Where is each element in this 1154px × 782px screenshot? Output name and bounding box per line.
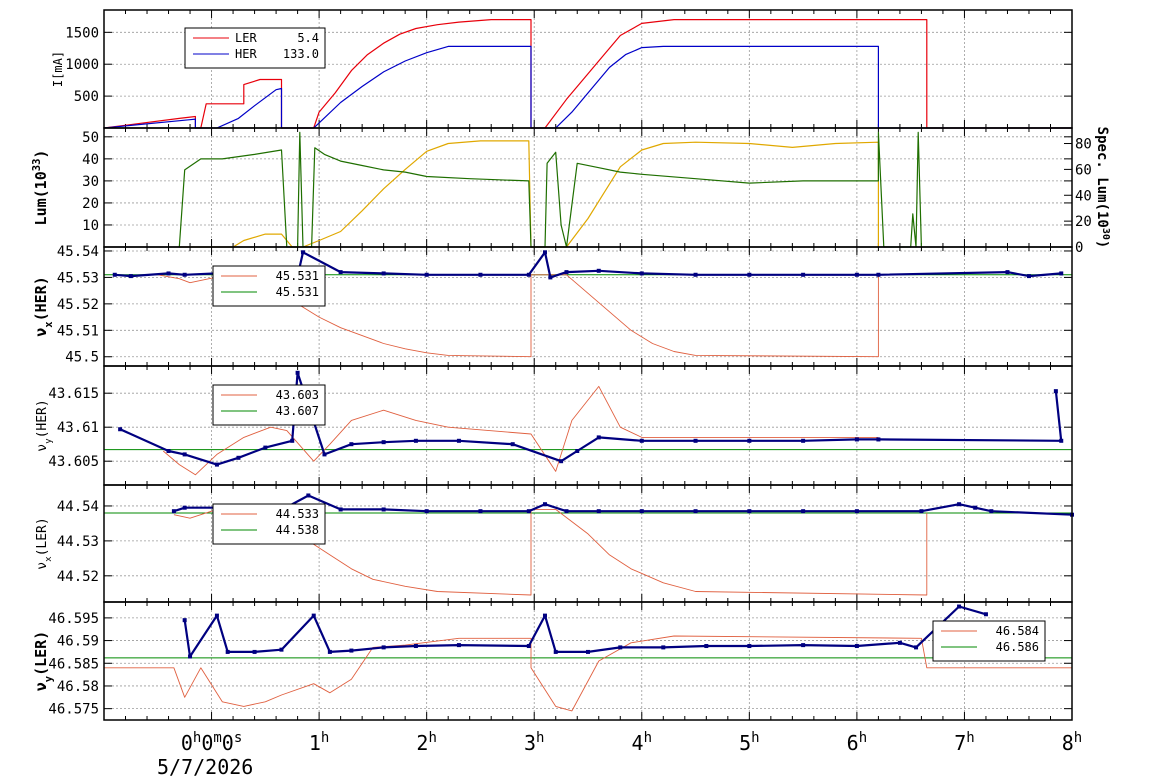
legend: 45.531 45.531	[212, 265, 326, 307]
panel-frame	[103, 601, 1073, 721]
y2-axis-label: Spec. Lum(1030)	[1094, 127, 1112, 249]
legend-series-name: HER	[235, 47, 257, 61]
y-tick-label: 44.53	[57, 534, 99, 550]
y-tick-label: 43.615	[48, 386, 99, 402]
panel-5: 44.52 44.53 44.54 44.533 44.538	[57, 484, 1074, 603]
y-tick-label: 500	[74, 89, 99, 105]
x-tick-label: 4h	[632, 730, 652, 755]
y-axis-label: νx(HER)	[32, 276, 55, 337]
legend: 44.533 44.538	[212, 503, 326, 545]
legend-value: 46.584	[996, 624, 1039, 638]
y-tick-label: 45.51	[57, 323, 99, 339]
legend-box	[932, 620, 1046, 662]
legend-series-name: LER	[235, 31, 257, 45]
tune-point	[1059, 271, 1064, 276]
x-tick-label: 5h	[739, 730, 759, 755]
y-tick-label: 46.58	[57, 679, 99, 695]
y-axis-label: νx(LER)	[35, 517, 54, 569]
legend: 46.584 46.586	[932, 620, 1046, 662]
x-tick-label: 2h	[416, 730, 436, 755]
legend-box	[212, 384, 326, 426]
y2-tick-label: 20	[1075, 214, 1092, 230]
y-tick-label: 40	[82, 152, 99, 168]
legend-value: 133.0	[283, 47, 319, 61]
x-tick-label: 0h0m0s	[181, 730, 242, 755]
y-tick-label: 45.52	[57, 297, 99, 313]
legend: 43.603 43.607	[212, 384, 326, 426]
tune-trace	[119, 371, 1063, 466]
y-tick-label: 43.61	[57, 420, 99, 436]
legend-box	[184, 27, 326, 69]
series-line-HER	[103, 45, 1072, 129]
panel-3: 45.5 45.51 45.52 45.53 45.54 45.531 45.531	[57, 244, 1073, 367]
panel-2: 10 20 30 40 50 0 20 40 60 80 Spec. Lum(1030)	[82, 127, 1111, 256]
y-tick-label: 44.54	[57, 499, 99, 515]
y-tick-label: 43.605	[48, 454, 99, 470]
measured-tune-line	[104, 635, 1072, 712]
tune-point	[1053, 389, 1058, 394]
y-tick-label: 10	[82, 218, 99, 234]
x-tick-label: 1h	[309, 730, 329, 755]
x-tick-label: 8h	[1062, 730, 1082, 755]
measured-tune-line	[162, 385, 879, 476]
y-axis-label: Lum(1033)	[31, 150, 50, 226]
x-tick-label: 3h	[524, 730, 544, 755]
legend-value: 43.603	[276, 388, 319, 402]
y-tick-label: 1000	[65, 57, 99, 73]
y2-tick-label: 80	[1075, 137, 1092, 153]
series-line-LER	[103, 19, 1072, 129]
legend-value: 5.4	[297, 31, 319, 45]
legend-box	[212, 265, 326, 307]
panel-frame	[103, 127, 1073, 248]
series-line-1	[179, 140, 879, 248]
y2-tick-label: 0	[1075, 240, 1083, 256]
y-tick-label: 46.59	[57, 634, 99, 650]
y-axis-label: νy(HER)	[35, 399, 54, 451]
y-tick-label: 50	[82, 130, 99, 146]
panel-4: 43.605 43.61 43.615 43.603 43.607	[48, 365, 1073, 486]
y2-tick-label: 60	[1075, 162, 1092, 178]
tune-trace	[183, 605, 987, 658]
tune-point	[182, 618, 187, 623]
y-tick-label: 46.595	[48, 611, 99, 627]
y-tick-label: 46.585	[48, 656, 99, 672]
legend-value: 43.607	[276, 404, 319, 418]
tune-point	[112, 272, 117, 277]
legend-value: 44.533	[276, 507, 319, 521]
x-tick-label: 6h	[847, 730, 867, 755]
y-axis-label: I[mA]	[51, 51, 65, 87]
panel-6: 46.575 46.58 46.585 46.59 46.595 46.584 46.586	[48, 601, 1073, 721]
legend: LER 5.4 HER 133.0	[184, 27, 326, 69]
y-tick-label: 20	[82, 196, 99, 212]
y-tick-label: 44.52	[57, 569, 99, 585]
legend-value: 46.586	[996, 640, 1039, 654]
y2-tick-label: 40	[1075, 188, 1092, 204]
y-tick-label: 45.5	[65, 350, 99, 366]
legend-value: 45.531	[276, 285, 319, 299]
y-axis-label: νy(LER)	[32, 631, 55, 692]
y-tick-label: 1500	[65, 25, 99, 41]
legend-value: 45.531	[276, 269, 319, 283]
y-tick-label: 30	[82, 174, 99, 190]
series-line-2	[178, 131, 922, 248]
legend-box	[212, 503, 326, 545]
x-tick-label: 7h	[954, 730, 974, 755]
y-tick-label: 46.575	[48, 702, 99, 718]
date-label: 5/7/2026	[157, 755, 254, 779]
y-tick-label: 45.53	[57, 270, 99, 286]
panel-1: 500 1000 1500 LER 5.4 HER 133.0	[65, 9, 1073, 129]
legend-value: 44.538	[276, 523, 319, 537]
y-tick-label: 45.54	[57, 244, 99, 260]
